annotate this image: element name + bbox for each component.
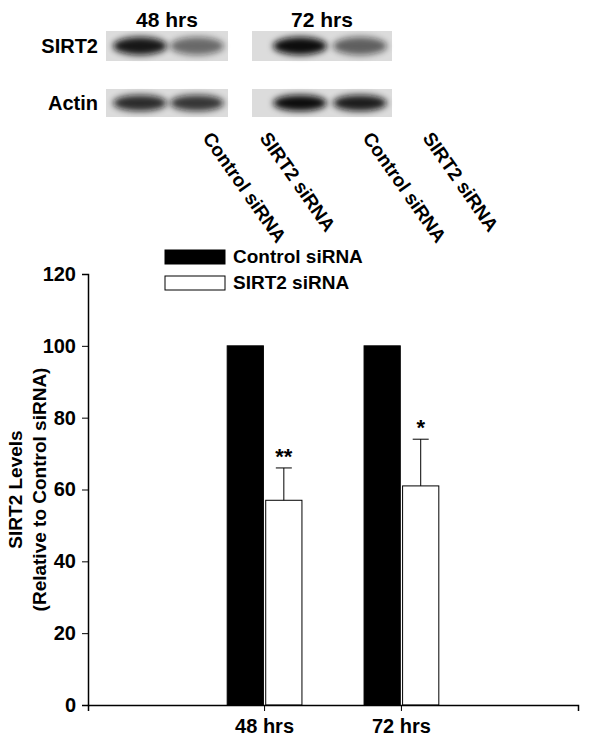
legend: Control siRNA SIRT2 siRNA	[165, 246, 363, 293]
x-tick: 48 hrs	[235, 705, 294, 737]
blot-timepoint: 72 hrs	[291, 8, 353, 31]
x-axis-line	[89, 706, 579, 712]
x-tick-label: 48 hrs	[235, 715, 294, 737]
significance-label: *	[416, 415, 425, 440]
y-tick-mark	[82, 633, 88, 634]
bar-series	[266, 486, 439, 705]
error-bar-stem	[420, 439, 421, 486]
y-tick-label: 40	[54, 550, 76, 572]
blot-timepoint: 48 hrs	[136, 8, 198, 31]
x-axis: 48 hrs 72 hrs	[89, 705, 579, 737]
blot-strip	[106, 89, 228, 117]
y-tick-label: 60	[54, 478, 76, 500]
bar-series	[227, 346, 400, 705]
figure: 48 hrs 72 hrs SIRT2 Actin Control siRNA SIRT2…	[0, 0, 600, 755]
error-bar	[276, 468, 292, 500]
y-tick: 40	[54, 550, 88, 572]
y-tick: 0	[65, 694, 88, 716]
bar	[364, 346, 400, 705]
x-tick: 72 hrs	[372, 705, 431, 737]
x-tick-mark	[401, 705, 402, 711]
blot-strip	[106, 31, 228, 61]
blot-band	[273, 95, 327, 111]
blot-row-label: Actin	[48, 92, 98, 114]
bar	[403, 486, 439, 705]
y-tick-mark	[82, 561, 88, 562]
x-tick-mark	[264, 705, 265, 711]
error-bar	[413, 439, 429, 486]
y-tick-mark	[82, 346, 88, 347]
blot-strip	[252, 31, 392, 61]
bar	[266, 500, 302, 705]
y-tick-label: 0	[65, 694, 76, 716]
bar	[227, 346, 263, 705]
plot-area	[227, 346, 439, 705]
legend-label: Control siRNA	[233, 246, 363, 267]
y-tick-label: 100	[43, 335, 76, 357]
blot-band	[333, 95, 387, 111]
blot-band	[170, 95, 224, 111]
y-tick: 60	[54, 478, 88, 500]
blot-band	[273, 37, 327, 55]
legend-label: SIRT2 siRNA	[233, 272, 349, 293]
blot-band	[113, 95, 167, 111]
y-tick-mark	[82, 418, 88, 419]
y-axis-title: SIRT2 Levels	[5, 430, 26, 548]
y-tick: 20	[54, 622, 88, 644]
blot-band	[170, 37, 224, 55]
y-tick-label: 120	[43, 263, 76, 285]
blot: 48 hrs72 hrsSIRT2ActinControl siRNASIRT2…	[41, 8, 502, 247]
y-axis-line	[82, 275, 89, 706]
y-axis-title: (Relative to Control siRNA)	[29, 368, 50, 612]
y-tick-label: 80	[54, 407, 76, 429]
blot-strip	[252, 89, 392, 117]
legend-swatch	[165, 250, 225, 264]
blot-band	[333, 37, 387, 55]
legend-swatch	[165, 276, 225, 290]
x-tick-label: 72 hrs	[372, 715, 431, 737]
blot-lane-label: SIRT2 siRNA	[419, 128, 503, 235]
y-tick: 100	[43, 335, 88, 357]
y-tick-mark	[82, 490, 88, 491]
y-tick: 80	[54, 407, 88, 429]
significance-label: **	[275, 444, 293, 469]
y-tick-mark	[82, 274, 88, 275]
y-tick: 120	[43, 263, 88, 285]
blot-lane-label: SIRT2 siRNA	[256, 128, 340, 235]
y-tick-mark	[82, 705, 88, 706]
y-tick-label: 20	[54, 622, 76, 644]
blot-band	[113, 37, 167, 55]
blot-row-label: SIRT2	[41, 35, 98, 57]
error-bar-stem	[283, 468, 284, 500]
